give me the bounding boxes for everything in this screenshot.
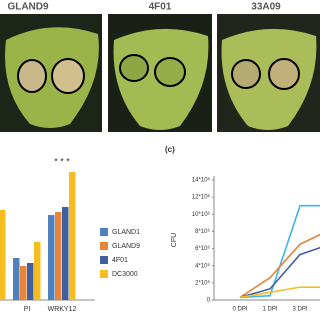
- legend-label: 4F01: [112, 257, 128, 264]
- x-tick-label: 1 DPI: [262, 307, 277, 313]
- annotation: * * *: [54, 156, 70, 166]
- bar: [20, 266, 27, 300]
- y-tick-label: 6*10⁶: [195, 245, 210, 252]
- photo-label: 33A09: [251, 2, 281, 13]
- y-tick-label: 12*10⁶: [192, 194, 211, 201]
- series-line: [239, 233, 320, 299]
- panel-label: (c): [165, 145, 175, 154]
- x-tick-label: WRKY12: [48, 306, 77, 313]
- bar: [27, 263, 34, 300]
- legend-swatch: [100, 242, 108, 250]
- x-tick-label: PI: [24, 306, 31, 313]
- bar: [62, 207, 69, 300]
- infiltration-spot: [51, 58, 85, 94]
- y-tick-label: 14*10⁶: [192, 177, 211, 184]
- legend-swatch: [100, 228, 108, 236]
- y-axis-label: CFU: [171, 233, 178, 247]
- photos: GLAND9 4F01 33A09: [0, 2, 320, 132]
- y-tick-label: 8*10⁶: [195, 228, 210, 235]
- legend-label: GLAND9: [112, 243, 140, 250]
- series-line: [239, 204, 320, 299]
- series-line: [239, 286, 320, 299]
- series-line: [239, 246, 320, 299]
- legend-label: DC3000: [112, 271, 138, 278]
- infiltration-spot: [119, 54, 149, 82]
- y-tick-label: 4*10⁶: [195, 262, 210, 269]
- y-tick-label: 0: [207, 298, 211, 304]
- photo-label: 4F01: [149, 2, 172, 13]
- photo-label: GLAND9: [7, 2, 49, 13]
- y-tick-label: 10*10⁶: [192, 211, 211, 218]
- legend-label: GLAND1: [112, 229, 140, 236]
- bar: [0, 210, 6, 300]
- x-tick-label: 3 DPI: [292, 307, 307, 313]
- bar: [34, 242, 41, 300]
- infiltration-spot: [231, 59, 261, 89]
- bar: [13, 258, 20, 300]
- y-tick-label: 2*10⁶: [195, 279, 210, 286]
- infiltration-spot: [154, 57, 186, 87]
- bar: [55, 212, 62, 300]
- bar: [48, 215, 55, 300]
- legend-swatch: [100, 256, 108, 264]
- bar: [69, 172, 76, 300]
- infiltration-spot: [17, 59, 47, 93]
- infiltration-spot: [268, 58, 300, 90]
- x-tick-label: 0 DPI: [232, 307, 247, 313]
- legend-swatch: [100, 270, 108, 278]
